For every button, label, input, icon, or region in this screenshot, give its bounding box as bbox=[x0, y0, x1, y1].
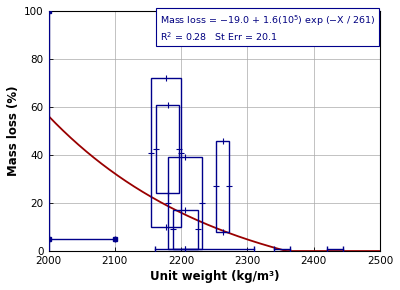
Bar bbox=[151, 78, 181, 227]
Y-axis label: Mass loss (%): Mass loss (%) bbox=[7, 86, 20, 176]
X-axis label: Unit weight (kg/m³): Unit weight (kg/m³) bbox=[150, 270, 279, 283]
Bar bbox=[156, 105, 179, 193]
Bar bbox=[216, 141, 229, 232]
Text: Mass loss = −19.0 + 1.6(10$^5$) exp (−X / 261)
R$^2$ = 0.28   St Err = 20.1: Mass loss = −19.0 + 1.6(10$^5$) exp (−X … bbox=[160, 13, 375, 43]
Bar bbox=[168, 157, 202, 249]
Bar bbox=[173, 210, 198, 249]
